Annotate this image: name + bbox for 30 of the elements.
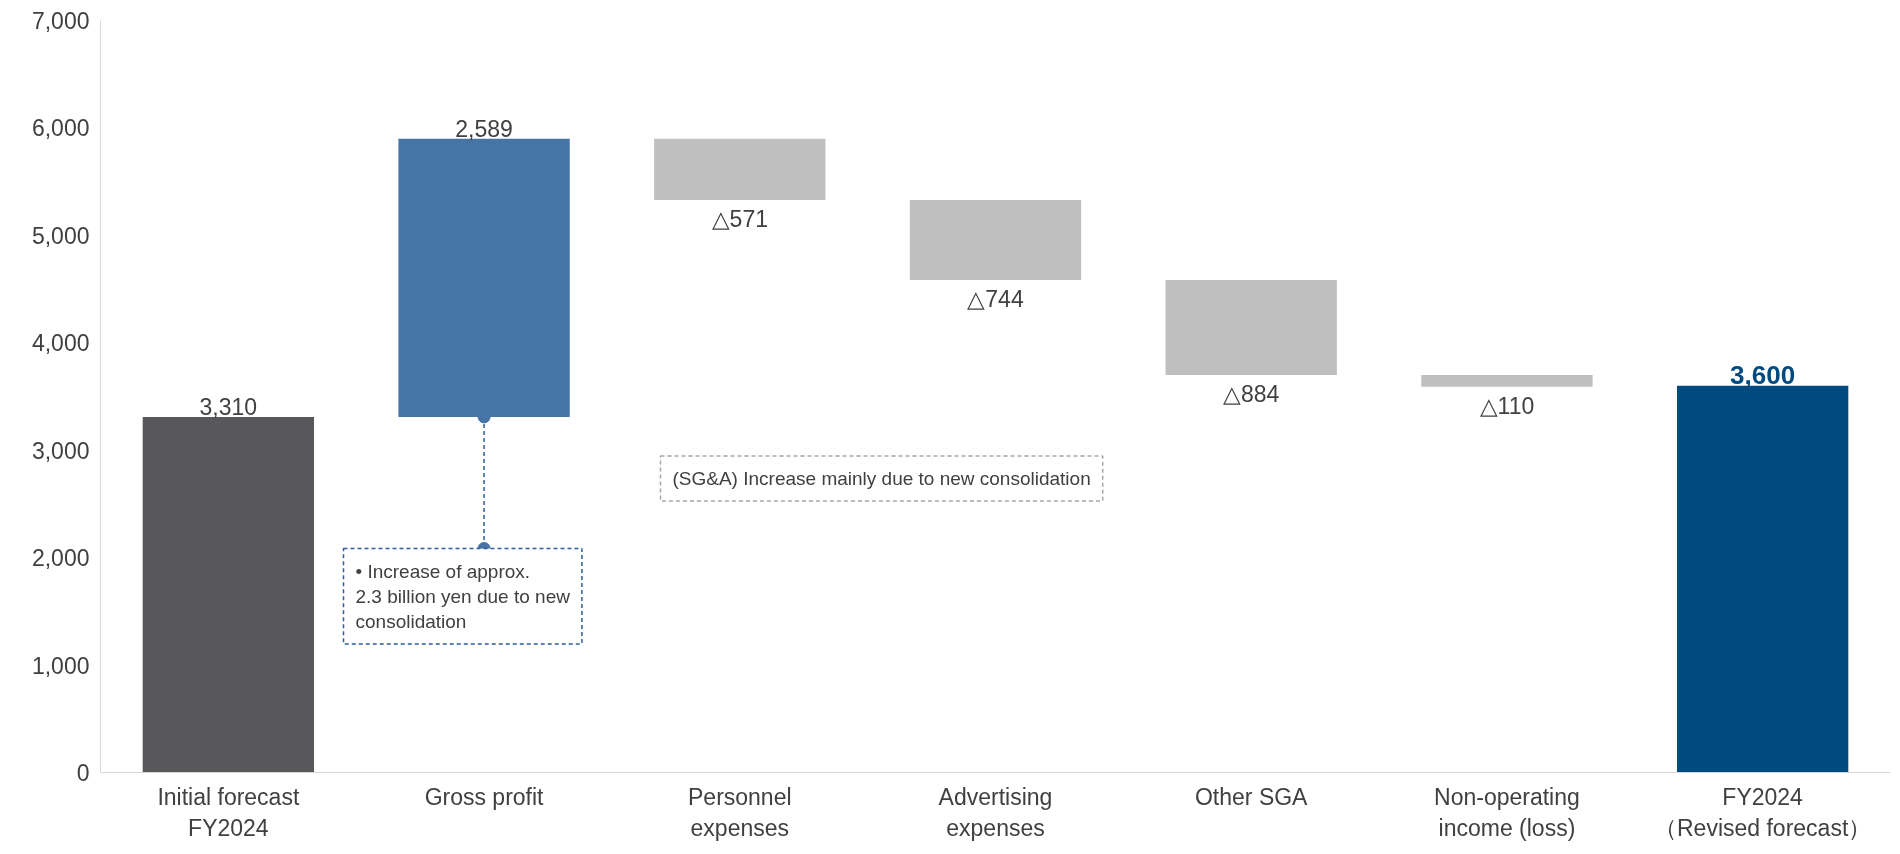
x-tick-label: Advertising expenses <box>938 783 1053 841</box>
y-tick-label: 2,000 <box>31 545 90 572</box>
bar <box>1421 375 1593 387</box>
x-tick-label: FY2024 （Revised forecast） <box>1653 783 1872 841</box>
data-label: 3,600 <box>1730 359 1796 390</box>
x-tick-label: Other SGA <box>1194 783 1309 810</box>
y-tick-label: 3,000 <box>31 437 90 464</box>
y-tick-label: 0 <box>76 760 90 786</box>
bar <box>654 138 826 201</box>
y-tick-label: 1,000 <box>31 652 90 679</box>
bar <box>1676 385 1849 773</box>
x-tick-label: Gross profit <box>424 783 545 810</box>
data-label: △571 <box>711 206 768 233</box>
bar <box>1165 280 1337 376</box>
x-tick-label: Personnel expenses <box>688 783 792 841</box>
data-label: △110 <box>1479 392 1535 419</box>
y-tick-label: 4,000 <box>31 330 90 357</box>
bar <box>142 416 315 773</box>
x-tick-label: Initial forecast FY2024 <box>157 783 300 841</box>
data-label: △744 <box>967 286 1024 313</box>
bar <box>909 200 1082 281</box>
y-tick-label: 5,000 <box>31 222 90 249</box>
annotation: • Increase of approx. 2.3 billion yen due to new consolidation <box>355 560 571 632</box>
data-label: △884 <box>1223 381 1280 408</box>
annotation: (SG&A) Increase mainly due to new consolidation <box>672 468 1091 489</box>
data-label: 2,589 <box>455 115 513 142</box>
x-tick-label: Non-operating income (loss) <box>1434 783 1580 841</box>
y-tick-label: 7,000 <box>31 8 90 34</box>
y-tick-label: 6,000 <box>31 115 90 142</box>
data-label: 3,310 <box>199 393 258 420</box>
